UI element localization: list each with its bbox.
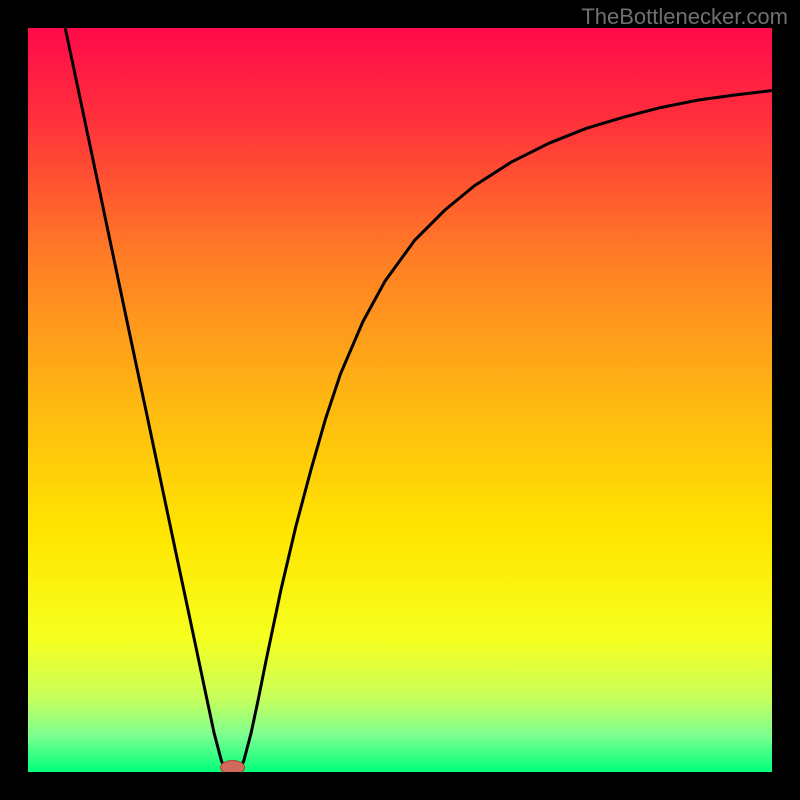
chart-container: TheBottlenecker.com <box>0 0 800 800</box>
optimal-marker <box>221 761 245 772</box>
chart-svg <box>28 28 772 772</box>
chart-background <box>28 28 772 772</box>
watermark-text: TheBottlenecker.com <box>581 4 788 30</box>
plot-area <box>28 28 772 772</box>
